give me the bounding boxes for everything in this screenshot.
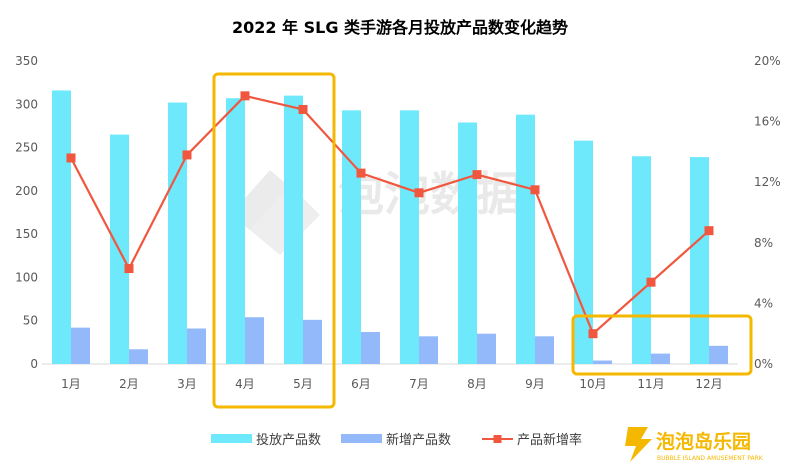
- legend-label: 新增产品数: [386, 432, 451, 448]
- bar-launched: [632, 156, 651, 364]
- y-left-tick-label: 200: [15, 184, 38, 198]
- series-line-new-rate: [70, 94, 710, 336]
- line-point: [704, 226, 714, 236]
- y-left-tick-label: 0: [30, 357, 38, 371]
- brand-name: 泡泡岛乐园: [656, 430, 751, 453]
- x-tick-label: 5月: [293, 377, 313, 391]
- x-tick-label: 12月: [695, 377, 722, 391]
- x-tick-label: 1月: [61, 377, 81, 391]
- highlight-box-oct-dec: [571, 314, 753, 376]
- line-point: [646, 277, 656, 287]
- bar-new: [129, 349, 148, 364]
- y-right-tick-label: 8%: [754, 236, 773, 250]
- y-left-tick-label: 50: [23, 314, 38, 328]
- x-tick-label: 9月: [525, 377, 545, 391]
- bar-launched: [516, 114, 535, 364]
- legend-swatch: [211, 434, 252, 443]
- x-tick-label: 8月: [467, 377, 487, 391]
- bar-launched: [342, 110, 361, 365]
- y-right-tick-label: 0%: [754, 357, 773, 371]
- bar-new: [651, 353, 670, 364]
- bar-new: [535, 336, 554, 364]
- bar-launched: [52, 90, 71, 364]
- legend-marker: [493, 435, 502, 443]
- legend-swatch: [341, 434, 382, 443]
- y-right-tick-label: 20%: [754, 54, 781, 68]
- y-left-tick-label: 350: [15, 54, 38, 68]
- line-point: [124, 264, 134, 274]
- bar-new: [245, 317, 264, 364]
- bar-new: [303, 319, 322, 364]
- legend-label: 产品新增率: [517, 432, 582, 448]
- brand-logo: 泡泡岛乐园 BUBBLE ISLAND AMUSEMENT PARK: [625, 427, 764, 462]
- y-right-tick-label: 4%: [754, 296, 773, 310]
- line-point: [588, 329, 598, 339]
- line-point: [298, 104, 308, 114]
- bar-launched: [168, 102, 187, 364]
- line-point: [182, 150, 192, 160]
- bar-launched: [574, 140, 593, 364]
- y-left-tick-label: 300: [15, 97, 38, 111]
- y-right-tick-label: 12%: [754, 175, 781, 189]
- line-point: [414, 188, 424, 198]
- bar-new: [361, 331, 380, 364]
- line-point: [240, 91, 250, 101]
- x-tick-label: 2月: [119, 377, 139, 391]
- bar-new: [419, 336, 438, 364]
- bar-launched: [284, 95, 303, 364]
- line-point: [472, 170, 482, 180]
- x-tick-label: 11月: [637, 377, 664, 391]
- x-tick-label: 6月: [351, 377, 371, 391]
- bar-launched: [458, 122, 477, 364]
- y-left-tick-label: 250: [15, 141, 38, 155]
- x-tick-label: 4月: [235, 377, 255, 391]
- bar-launched: [226, 98, 245, 365]
- bar-launched: [400, 110, 419, 365]
- legend-label: 投放产品数: [256, 432, 321, 448]
- bar-new: [477, 333, 496, 364]
- line-point: [530, 185, 540, 195]
- bar-launched: [690, 157, 709, 364]
- x-tick-label: 7月: [409, 377, 429, 391]
- brand-bolt-icon: [625, 427, 652, 462]
- y-left-tick-label: 100: [15, 270, 38, 284]
- line-point: [66, 153, 76, 163]
- highlight-box-apr-may: [212, 72, 336, 409]
- bar-new: [709, 345, 728, 364]
- x-tick-label: 10月: [579, 377, 606, 391]
- x-tick-label: 3月: [177, 377, 197, 391]
- bar-new: [71, 327, 90, 364]
- bar-new: [187, 328, 206, 364]
- y-left-tick-label: 150: [15, 227, 38, 241]
- y-right-tick-label: 16%: [754, 115, 781, 129]
- chart-title: 2022 年 SLG 类手游各月投放产品数变化趋势: [232, 18, 568, 37]
- brand-tagline: BUBBLE ISLAND AMUSEMENT PARK: [657, 455, 764, 462]
- line-point: [356, 168, 366, 178]
- bar-new: [593, 360, 612, 364]
- watermark: 泡泡数据: [230, 167, 522, 255]
